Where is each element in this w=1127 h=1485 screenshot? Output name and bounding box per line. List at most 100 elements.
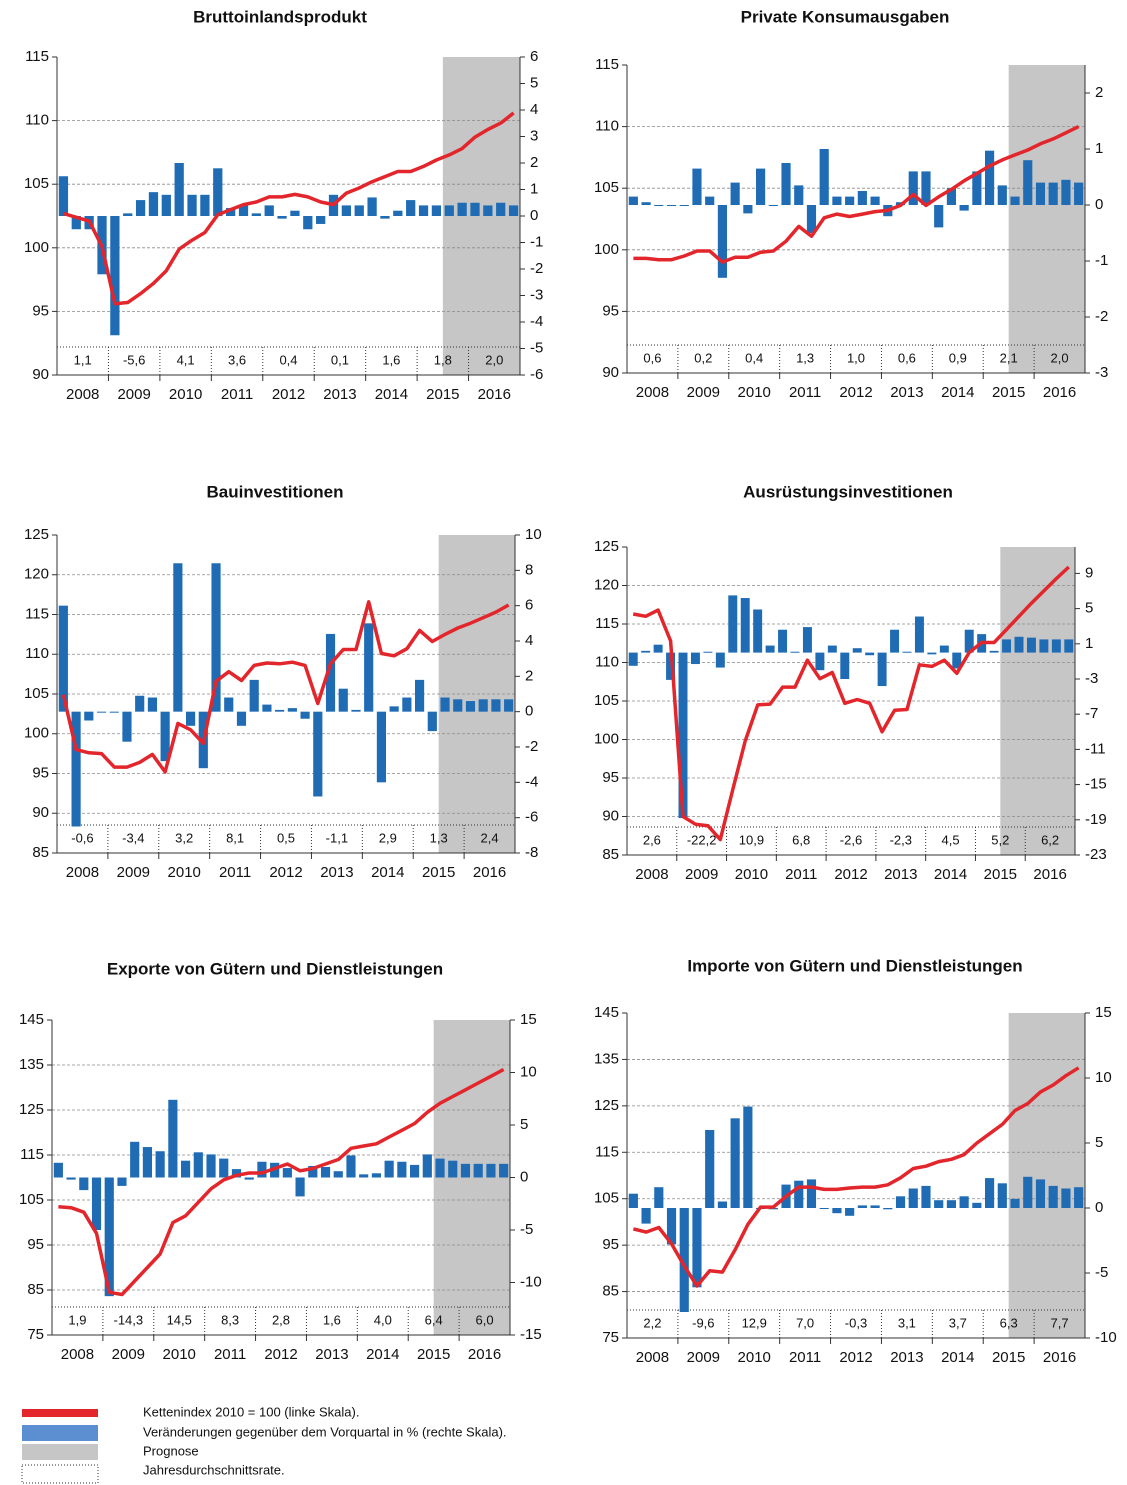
annual-rate: 0,5 — [277, 830, 295, 845]
bar — [717, 205, 727, 278]
index-line — [632, 1066, 1080, 1288]
bar — [300, 711, 310, 719]
x-tick-label: 2008 — [66, 386, 99, 403]
y-tick-label: 100 — [594, 730, 619, 747]
x-tick-label: 2010 — [168, 864, 201, 881]
annual-rate: 1,9 — [68, 1312, 86, 1327]
bar — [883, 1208, 893, 1210]
bar — [717, 1201, 727, 1208]
y-tick-label: 105 — [24, 175, 49, 192]
bar — [193, 1152, 203, 1178]
y2-tick-label: 2 — [530, 154, 538, 171]
bar — [66, 1177, 76, 1180]
legend-label: Veränderungen gegenüber dem Vorquartal i… — [143, 1424, 507, 1439]
bar — [989, 650, 999, 653]
y-tick-label: 95 — [32, 302, 49, 319]
x-tick-label: 2014 — [375, 386, 408, 403]
annual-rate: 12,9 — [742, 1315, 767, 1330]
chart-title: Bruttoinlandsprodukt — [193, 7, 367, 26]
bar — [397, 1161, 407, 1178]
x-tick-label: 2012 — [264, 1346, 297, 1363]
annual-rate: 2,4 — [481, 830, 499, 845]
bar — [277, 216, 287, 219]
bar — [756, 168, 766, 205]
bar — [142, 1147, 152, 1178]
y2-tick-label: 0 — [530, 207, 538, 224]
y2-tick-label: 6 — [525, 597, 533, 614]
y2-tick-label: -3 — [1095, 364, 1108, 381]
bar — [174, 163, 184, 216]
bar — [244, 1177, 254, 1180]
y2-tick-label: -2 — [1095, 308, 1108, 325]
y2-tick-label: -5 — [520, 1221, 533, 1238]
y-tick-label: 85 — [602, 1283, 619, 1300]
bar — [927, 652, 937, 655]
x-tick-label: 2013 — [890, 384, 923, 401]
bar — [997, 185, 1007, 205]
bar — [453, 699, 463, 712]
bar — [753, 609, 763, 653]
bar — [972, 171, 982, 205]
y2-tick-label: -7 — [1085, 705, 1098, 722]
bar — [264, 205, 274, 216]
annual-rate: 1,0 — [847, 350, 865, 365]
annual-rate: 2,0 — [1051, 350, 1069, 365]
bar — [499, 1163, 509, 1178]
bar — [303, 216, 313, 230]
y2-tick-label: 9 — [1085, 564, 1093, 581]
bar — [730, 1118, 740, 1208]
bar — [135, 200, 146, 216]
bar — [211, 563, 221, 712]
bar — [1010, 1198, 1020, 1208]
bar — [406, 200, 416, 216]
bar — [148, 192, 159, 216]
bar — [257, 1161, 267, 1178]
bar — [160, 711, 170, 762]
y-tick-label: 120 — [24, 566, 49, 583]
bar — [173, 563, 183, 712]
bar — [1035, 182, 1046, 205]
y-tick-label: 115 — [595, 615, 619, 632]
y-tick-label: 100 — [24, 725, 49, 742]
annual-rate: 10,9 — [739, 832, 764, 847]
x-tick-label: 2010 — [163, 1346, 196, 1363]
annual-rate: 1,8 — [434, 352, 452, 367]
x-tick-label: 2012 — [834, 866, 867, 883]
annual-rate: 4,5 — [942, 832, 960, 847]
bar — [666, 652, 676, 680]
bar — [96, 711, 107, 713]
y-tick-label: 95 — [602, 769, 619, 786]
bar — [206, 1154, 216, 1178]
annual-rate: 6,2 — [1041, 832, 1059, 847]
bar — [959, 205, 969, 211]
annual-rate: 2,6 — [643, 832, 661, 847]
index-line — [633, 125, 1080, 264]
y-tick-label: 90 — [32, 804, 49, 821]
y2-tick-label: -2 — [530, 260, 543, 277]
bar — [827, 645, 837, 653]
index-line — [62, 111, 515, 306]
y2-tick-label: 1 — [530, 180, 538, 197]
x-tick-label: 2009 — [117, 386, 150, 403]
y2-tick-label: -2 — [525, 738, 538, 755]
y2-tick-label: 1 — [1095, 140, 1103, 157]
chart-title: Ausrüstungsinvestitionen — [743, 482, 953, 501]
x-tick-label: 2012 — [839, 1349, 872, 1366]
bar — [161, 194, 171, 216]
bar — [478, 699, 488, 712]
bar — [84, 711, 94, 721]
chart: Ausrüstungsinvestitionen8590951001051101… — [594, 482, 1107, 882]
chart: Private Konsumausgaben 90 95 100 105 110 115 -3… — [594, 7, 1108, 400]
y2-tick-label: 0 — [1095, 196, 1103, 213]
bar — [251, 213, 261, 216]
y2-tick-label: 6 — [530, 48, 538, 65]
bar — [908, 1188, 918, 1208]
bar — [53, 1162, 63, 1178]
bar — [815, 652, 825, 671]
chart-title: Exporte von Gütern und Dienstleistungen — [107, 959, 443, 978]
y2-tick-label: -8 — [525, 844, 538, 861]
bar — [147, 697, 157, 712]
y2-tick-label: -23 — [1085, 846, 1107, 863]
annual-rate: 1,3 — [430, 830, 448, 845]
